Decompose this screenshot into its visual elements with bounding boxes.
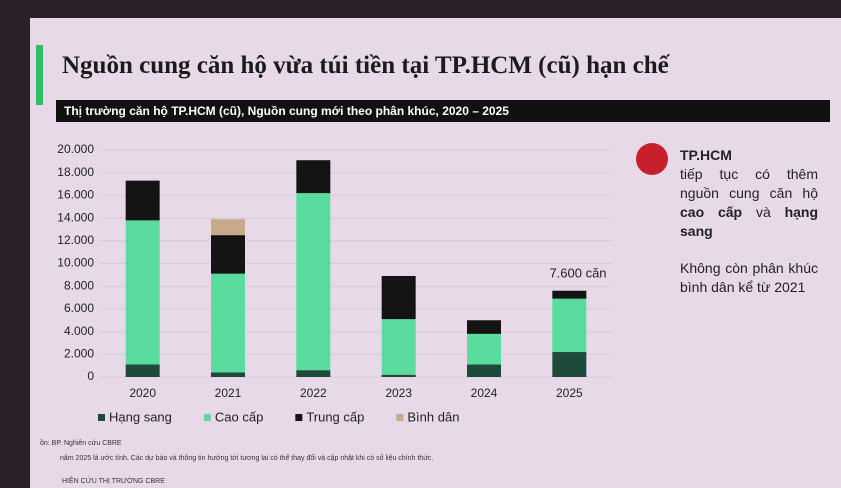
legend-label: Trung cấp xyxy=(306,409,364,424)
bar-segment xyxy=(552,298,587,353)
x-tick-label: 2023 xyxy=(385,386,412,400)
x-tick-label: 2022 xyxy=(300,386,327,400)
y-tick-label: 8.000 xyxy=(64,278,94,292)
bar-segment xyxy=(467,320,501,334)
y-tick-label: 20.000 xyxy=(57,142,94,156)
bar-segment xyxy=(125,364,160,377)
sidebar-text: Không còn phân khúc bình dân kể từ 2021 xyxy=(680,260,818,295)
bar-segment xyxy=(467,364,501,377)
note: năm 2025 là ước tính. Các dự báo và thôn… xyxy=(60,455,434,462)
bar-segment xyxy=(381,374,416,377)
sidebar-text: và xyxy=(755,204,771,220)
icon xyxy=(636,143,668,175)
sidebar-heading: TP.HCM xyxy=(680,147,732,163)
sidebar-text: tiếp tục có thêm nguồn cung căn hộ xyxy=(680,166,818,201)
y-tick-label: 2.000 xyxy=(64,346,94,360)
x-tick-label: 2020 xyxy=(129,386,156,400)
sidebar-bold: cao cấp xyxy=(680,204,743,220)
chart-title: Thị trường căn hộ TP.HCM (cũ), Nguồn cun… xyxy=(56,100,830,122)
bar-segment xyxy=(296,370,331,377)
bar-segment xyxy=(125,180,160,221)
y-tick-label: 18.000 xyxy=(57,165,94,179)
bar-segment xyxy=(381,319,416,375)
y-tick-label: 10.000 xyxy=(57,256,94,270)
bar-segment xyxy=(381,275,416,320)
slide xyxy=(30,18,841,488)
y-tick-label: 4.000 xyxy=(64,324,94,338)
source: ồn: BP. Nghiên cứu CBRE xyxy=(40,440,122,447)
annotation: 7.600 căn xyxy=(549,265,606,280)
y-tick-label: 0 xyxy=(87,369,94,383)
y-tick-label: 16.000 xyxy=(57,188,94,202)
bar-segment xyxy=(296,160,331,194)
bar-segment xyxy=(125,220,160,365)
bar-segment xyxy=(296,193,331,371)
bar-segment xyxy=(211,219,245,236)
x-tick-label: 2025 xyxy=(556,386,583,400)
y-tick-label: 12.000 xyxy=(57,233,94,247)
y-tick-label: 6.000 xyxy=(64,301,94,315)
sidebar-bold: hạng sang xyxy=(680,204,819,239)
legend-label: Hạng sang xyxy=(109,409,172,424)
x-tick-label: 2021 xyxy=(215,386,242,400)
legend-swatch xyxy=(295,414,303,421)
slide-title: Nguồn cung căn hộ vừa túi tiền tại TP.HC… xyxy=(62,52,669,79)
bar-segment xyxy=(211,235,245,274)
bar-segment xyxy=(552,290,587,299)
bar-segment xyxy=(552,352,587,377)
legend-swatch xyxy=(396,414,404,421)
legend-swatch xyxy=(203,414,211,421)
legend-label: Bình dân xyxy=(407,409,459,424)
y-tick-label: 14.000 xyxy=(57,210,94,224)
accent-bar xyxy=(36,45,43,105)
footer: HIÊN CỨU THỊ TRƯỜNG CBRE xyxy=(62,478,165,485)
bar-segment xyxy=(211,273,245,373)
x-tick-label: 2024 xyxy=(471,386,498,400)
bar-segment xyxy=(467,333,501,365)
bar-segment xyxy=(211,372,245,377)
legend-swatch xyxy=(98,414,105,421)
legend-label: Cao cấp xyxy=(215,409,263,424)
sidebar: TP.HCM tiếp tục có thêm nguồn cung căn h… xyxy=(680,146,818,297)
